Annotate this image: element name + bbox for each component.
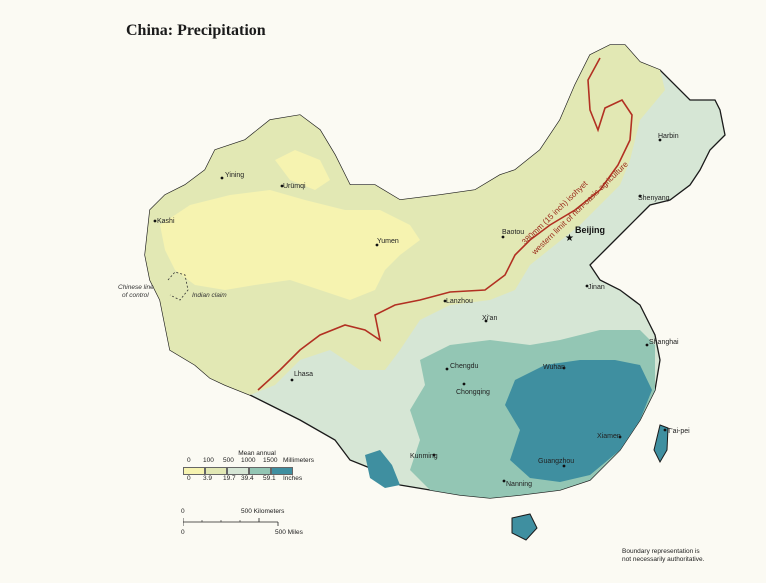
hainan — [511, 513, 538, 541]
city-dot-yumen — [375, 243, 379, 247]
city-label-wuhan: Wuhan — [543, 364, 565, 371]
scale-mi-labels: 0 500 Miles — [181, 529, 313, 538]
city-label-chengdu: Chengdu — [450, 363, 479, 370]
legend-mm-tick: 100 — [203, 457, 214, 464]
legend-mm-tick: 1500 — [263, 457, 278, 464]
legend-title: Mean annual — [238, 450, 276, 457]
swatch-0-100 — [183, 467, 205, 475]
city-dot-shenyang — [638, 194, 642, 198]
line-of-control-label-1: Chinese line — [118, 284, 154, 291]
city-label-xiamen: Xiamen — [597, 433, 621, 440]
legend-inch-tick: 39.4 — [241, 475, 254, 482]
city-label-guangzhou: Guangzhou — [538, 458, 574, 465]
line-of-control — [167, 271, 189, 301]
city-dot-urumqi — [280, 184, 284, 188]
city-label-yumen: Yumen — [377, 238, 399, 245]
swatch-1000-1500 — [249, 467, 271, 475]
band-1500-plus-southwest — [365, 450, 400, 488]
city-dot-chongqing — [462, 382, 466, 386]
city-label-lanzhou: Lanzhou — [446, 298, 473, 305]
city-label-urumqi: Urümqi — [283, 183, 306, 190]
city-label-baotou: Baotou — [502, 229, 524, 236]
city-dot-guangzhou — [562, 464, 566, 468]
city-dot-taipei — [663, 428, 667, 432]
swatch-500-1000 — [227, 467, 249, 475]
legend-mm-unit: Millimeters — [283, 457, 315, 464]
city-dot-nanning — [502, 479, 506, 483]
city-dot-wuhan — [562, 366, 566, 370]
legend-mm-tick: 0 — [187, 457, 191, 464]
city-dot-harbin — [658, 138, 662, 142]
disclaimer-line-1: Boundary representation is — [622, 548, 700, 555]
legend-mm-tick: 500 — [223, 457, 234, 464]
city-dot-kashi — [153, 219, 157, 223]
city-label-beijing: Beijing — [575, 225, 605, 235]
city-label-yining: Yining — [225, 172, 244, 179]
city-dot-jinan — [585, 284, 589, 288]
city-dot-chengdu — [445, 367, 449, 371]
swatch-1500-plus — [271, 467, 293, 475]
city-dot-xiamen — [618, 435, 622, 439]
city-label-xian: Xi'an — [482, 315, 497, 322]
scale-km-label: 500 Kilometers — [241, 508, 285, 515]
swatch-100-500 — [205, 467, 227, 475]
scale-bar: 0 500 Kilometers 0 500 Miles — [181, 508, 313, 538]
city-label-chongqing: Chongqing — [456, 389, 490, 396]
map-title: China: Precipitation — [126, 22, 266, 39]
legend-inch-tick: 59.1 — [263, 475, 276, 482]
city-dot-lanzhou — [443, 299, 447, 303]
scale-km-start: 0 — [181, 508, 185, 515]
isohyet-line — [257, 57, 633, 391]
city-dot-baotou — [501, 235, 505, 239]
city-label-kashi: Kashi — [157, 218, 175, 225]
legend-mm-tick: 1000 — [241, 457, 256, 464]
indian-claim-label: Indian claim — [192, 292, 227, 299]
beijing-star: ★ — [565, 233, 574, 244]
city-label-jinan: Jinan — [588, 284, 605, 291]
band-0-100-dzungaria — [275, 150, 330, 190]
legend-mm-row: 0 100 500 1000 1500 Millimeters — [183, 457, 333, 466]
city-dot-xian — [484, 319, 488, 323]
band-100-500 — [145, 45, 665, 395]
legend-inch-unit: Inches — [283, 475, 303, 482]
scale-mi-start: 0 — [181, 529, 185, 536]
legend-inch-tick: 19.7 — [223, 475, 236, 482]
city-label-lhasa: Lhasa — [294, 371, 313, 378]
precipitation-legend: Mean annual 0 100 500 1000 1500 Millimet… — [183, 450, 333, 484]
city-label-harbin: Harbin — [658, 133, 679, 140]
city-markers — [153, 138, 667, 483]
band-1500-plus — [505, 360, 652, 482]
line-of-control-label-2: of control — [122, 292, 149, 299]
scale-bar-graphic — [182, 518, 279, 526]
city-label-nanning: Nanning — [506, 481, 532, 488]
disclaimer-line-2: not necessarily authoritative. — [622, 556, 705, 563]
city-label-kunming: Kunming — [410, 453, 438, 460]
city-dot-kunming — [432, 453, 436, 457]
scale-mi-label: 500 Miles — [275, 529, 303, 536]
scale-km-labels: 0 500 Kilometers — [181, 508, 313, 517]
legend-swatches — [183, 467, 333, 475]
boundary-disclaimer: Boundary representation is not necessari… — [622, 548, 704, 564]
legend-inch-row: 0 3.9 19.7 39.4 59.1 Inches — [183, 475, 333, 484]
city-dot-yining — [220, 176, 224, 180]
taiwan — [653, 424, 669, 464]
city-dot-shanghai — [645, 343, 649, 347]
legend-inch-tick: 3.9 — [203, 475, 213, 482]
city-dot-lhasa — [290, 378, 294, 382]
city-label-shanghai: Shanghai — [649, 339, 679, 346]
legend-inch-tick: 0 — [187, 475, 191, 482]
band-0-100 — [160, 190, 420, 300]
city-label-shenyang: Shenyang — [638, 195, 670, 202]
city-label-taipei: T'ai-pei — [667, 428, 690, 435]
